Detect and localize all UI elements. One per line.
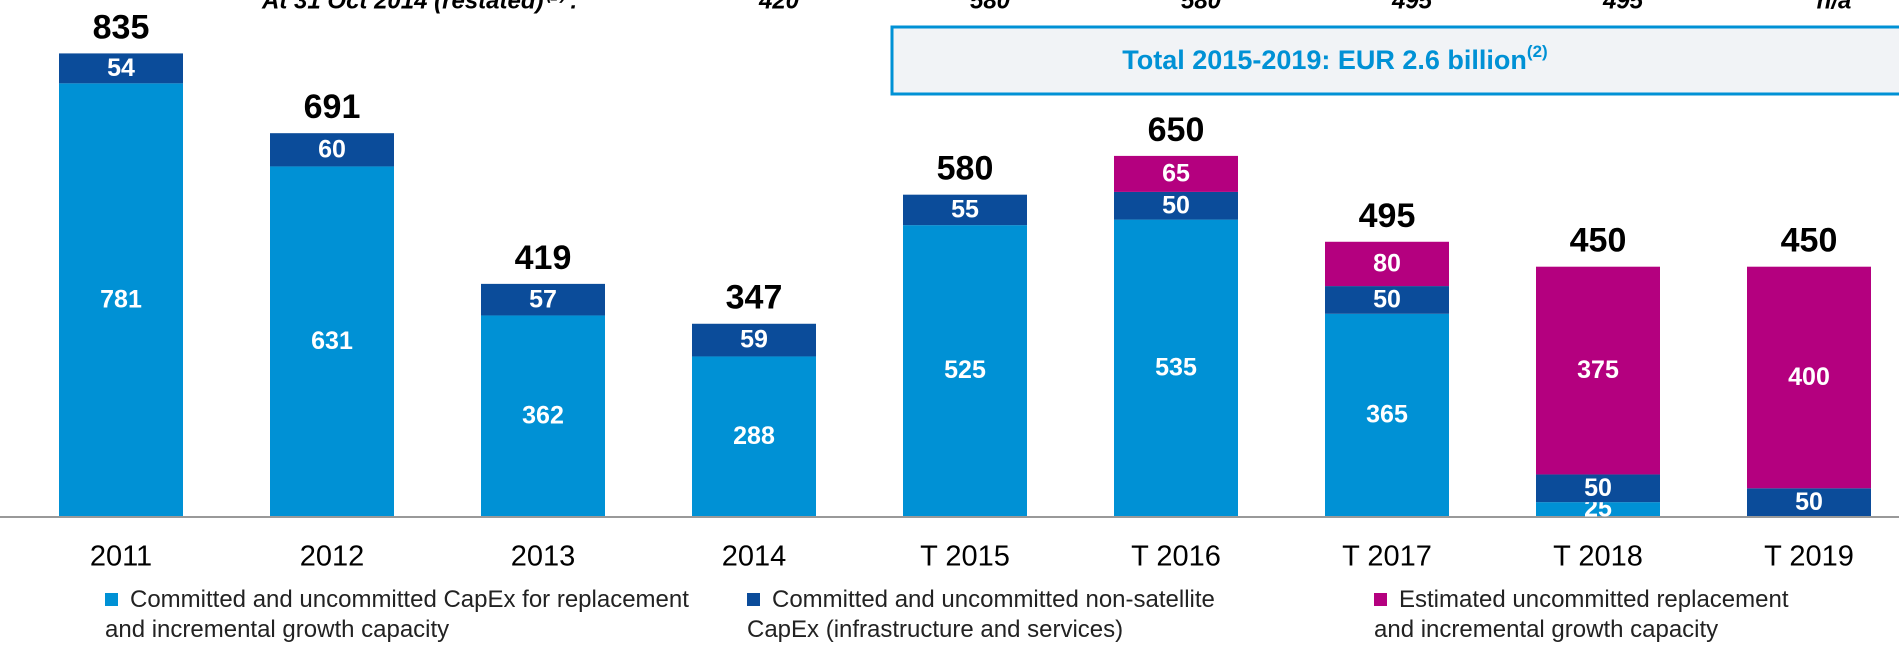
header-row-value: 495 — [1602, 0, 1644, 14]
bar-segment — [1536, 474, 1660, 503]
segment-label: 631 — [311, 327, 353, 355]
segment-label: 50 — [1795, 488, 1823, 516]
segment-label: 80 — [1373, 250, 1401, 278]
segment-label: 400 — [1788, 363, 1830, 391]
legend-swatch — [747, 593, 760, 606]
bar-segment — [692, 356, 816, 516]
total-label: 580 — [937, 150, 994, 188]
bar-segment — [1536, 266, 1660, 475]
bar-segment — [903, 194, 1027, 226]
segment-label: 288 — [733, 422, 775, 450]
bar-segment — [692, 323, 816, 357]
x-tick-label: T 2017 — [1342, 541, 1432, 573]
bar-segment — [1114, 191, 1238, 220]
segment-label: 525 — [944, 356, 986, 384]
bar-segment — [270, 133, 394, 167]
bar-segment — [1325, 286, 1449, 314]
legend-line: Estimated uncommitted replacement — [1399, 586, 1789, 613]
x-tick-label: 2012 — [300, 541, 365, 573]
annotation: Total 2015-2019: EUR 2.6 billion(2) — [1122, 42, 1547, 75]
bar-segment — [270, 166, 394, 516]
x-tick-label: 2011 — [90, 541, 152, 573]
segment-label: 57 — [529, 285, 557, 313]
x-tick-label: T 2015 — [920, 541, 1010, 573]
bar-segment — [1536, 502, 1660, 516]
segment-label: 50 — [1162, 191, 1190, 219]
bar-segment — [1747, 266, 1871, 489]
header-row-value: n/a — [1817, 0, 1852, 14]
legend-swatch — [105, 593, 118, 606]
x-tick-label: 2014 — [722, 541, 787, 573]
total-label: 650 — [1148, 111, 1205, 149]
segment-label: 59 — [740, 326, 768, 354]
bar-segment — [481, 315, 605, 516]
bar-segment — [59, 83, 183, 517]
segment-label: 362 — [522, 401, 564, 429]
segment-label: 375 — [1577, 356, 1619, 384]
bar-segment — [1747, 488, 1871, 516]
x-tick-label: T 2019 — [1764, 541, 1854, 573]
segment-label: 535 — [1155, 353, 1197, 381]
bar-segment — [1325, 241, 1449, 287]
x-tick-label: T 2018 — [1553, 541, 1643, 573]
bar-segment — [1325, 313, 1449, 516]
legend-line: and incremental growth capacity — [1374, 616, 1718, 643]
annotation-note: (2) — [1527, 42, 1548, 61]
total-label: 495 — [1359, 197, 1416, 235]
legend-label: Committed and uncommitted CapEx for repl… — [105, 586, 689, 643]
bar-segment — [1114, 219, 1238, 517]
segment-label: 65 — [1162, 160, 1190, 188]
total-label: 450 — [1781, 222, 1838, 260]
total-label: 691 — [304, 88, 361, 126]
bar-segment — [481, 283, 605, 316]
header-row-value: 420 — [758, 0, 800, 14]
header-row-value: 580 — [970, 0, 1011, 14]
legend-line: Committed and uncommitted non-satellite — [772, 586, 1215, 613]
segment-label: 365 — [1366, 401, 1408, 429]
legend-line: CapEx (infrastructure and services) — [747, 616, 1123, 643]
bar-segment — [1114, 155, 1238, 192]
legend-swatch — [1374, 593, 1387, 606]
bar-segment — [903, 225, 1027, 516]
annotation-box — [890, 25, 1899, 96]
segment-label: 55 — [951, 196, 979, 224]
header-row-label: At 31 Oct 2014 (restated)⁽¹⁾ : — [261, 0, 578, 14]
total-label: 835 — [93, 8, 150, 46]
segment-label: 60 — [318, 135, 346, 163]
total-label: 347 — [726, 279, 783, 317]
total-label: 450 — [1570, 222, 1627, 260]
legend-line: Committed and uncommitted CapEx for repl… — [130, 586, 689, 613]
total-label: 419 — [515, 239, 572, 277]
annotation-text: Total 2015-2019: EUR 2.6 billion — [1122, 45, 1527, 75]
legend-label: Committed and uncommitted non-satellite C… — [747, 586, 1215, 643]
legend-label: Estimated uncommitted replacement and inc… — [1374, 586, 1789, 643]
legend-line: and incremental growth capacity — [105, 616, 449, 643]
x-tick-label: T 2016 — [1131, 541, 1221, 573]
bar-segment — [59, 53, 183, 84]
segment-label: 54 — [107, 54, 135, 82]
segment-label: 50 — [1373, 286, 1401, 314]
x-tick-label: 2013 — [511, 541, 576, 573]
header-row-value: 580 — [1181, 0, 1222, 14]
segment-label: 50 — [1584, 474, 1612, 502]
segment-label: 781 — [100, 285, 142, 313]
header-row-value: 495 — [1391, 0, 1433, 14]
